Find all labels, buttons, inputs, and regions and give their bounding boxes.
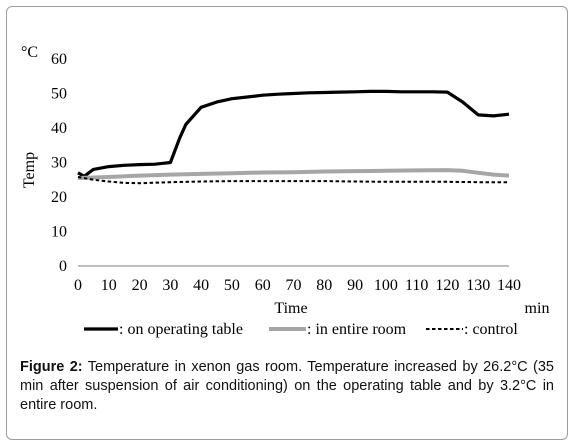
caption-text: Temperature in xenon gas room. Temperatu… <box>20 359 554 413</box>
y-tick-label: 0 <box>59 258 67 275</box>
x-tick-label: 0 <box>74 277 82 294</box>
x-tick-label: 100 <box>374 277 398 294</box>
x-tick-label: 60 <box>255 277 271 294</box>
y-tick-labels: 0 10 20 30 40 50 60 <box>51 51 67 275</box>
x-tick-label: 110 <box>405 277 428 294</box>
caption-label: Figure 2: <box>20 359 83 375</box>
y-tick-label: 50 <box>51 86 67 103</box>
x-tick-label: 10 <box>101 277 117 294</box>
x-tick-label: 80 <box>316 277 332 294</box>
x-tick-label: 140 <box>497 277 521 294</box>
x-tick-label: 120 <box>435 277 459 294</box>
y-tick-label: 30 <box>51 155 67 172</box>
y-tick-label: 60 <box>51 51 67 68</box>
x-tick-label: 40 <box>193 277 209 294</box>
y-tick-label: 40 <box>51 120 67 137</box>
series-line-0 <box>77 89 510 178</box>
legend-label-0: : on operating table <box>119 321 243 338</box>
y-tick-label: 20 <box>51 189 67 206</box>
y-axis-label: Temp <box>21 152 38 188</box>
figure-caption: Figure 2: Temperature in xenon gas room.… <box>20 358 554 415</box>
figure-frame <box>6 6 568 440</box>
series-line-1 <box>77 168 510 180</box>
x-tick-label: 50 <box>224 277 240 294</box>
legend-label-1: : in entire room <box>307 321 407 338</box>
x-tick-label: 20 <box>132 277 148 294</box>
x-tick-label: 130 <box>466 277 490 294</box>
legend-label-2: : control <box>464 321 518 338</box>
x-tick-label: 90 <box>347 277 363 294</box>
x-tick-label: 30 <box>162 277 178 294</box>
x-tick-label: 70 <box>286 277 302 294</box>
x-unit-label: min <box>525 300 550 317</box>
y-tick-label: 10 <box>51 224 67 241</box>
series-lines <box>77 89 510 185</box>
series-line-2 <box>77 176 509 185</box>
y-unit-label: °C <box>21 44 38 61</box>
x-tick-labels: 0 10 20 30 40 50 60 70 80 90 100 110 120 130 140 <box>74 277 521 294</box>
x-axis-label: Time <box>274 300 307 317</box>
legend: : on operating table : in entire room : co… <box>84 321 518 338</box>
temperature-line-chart: °C Temp Time min 0 10 20 30 40 50 60 0 10 20 30 40… <box>21 44 550 338</box>
